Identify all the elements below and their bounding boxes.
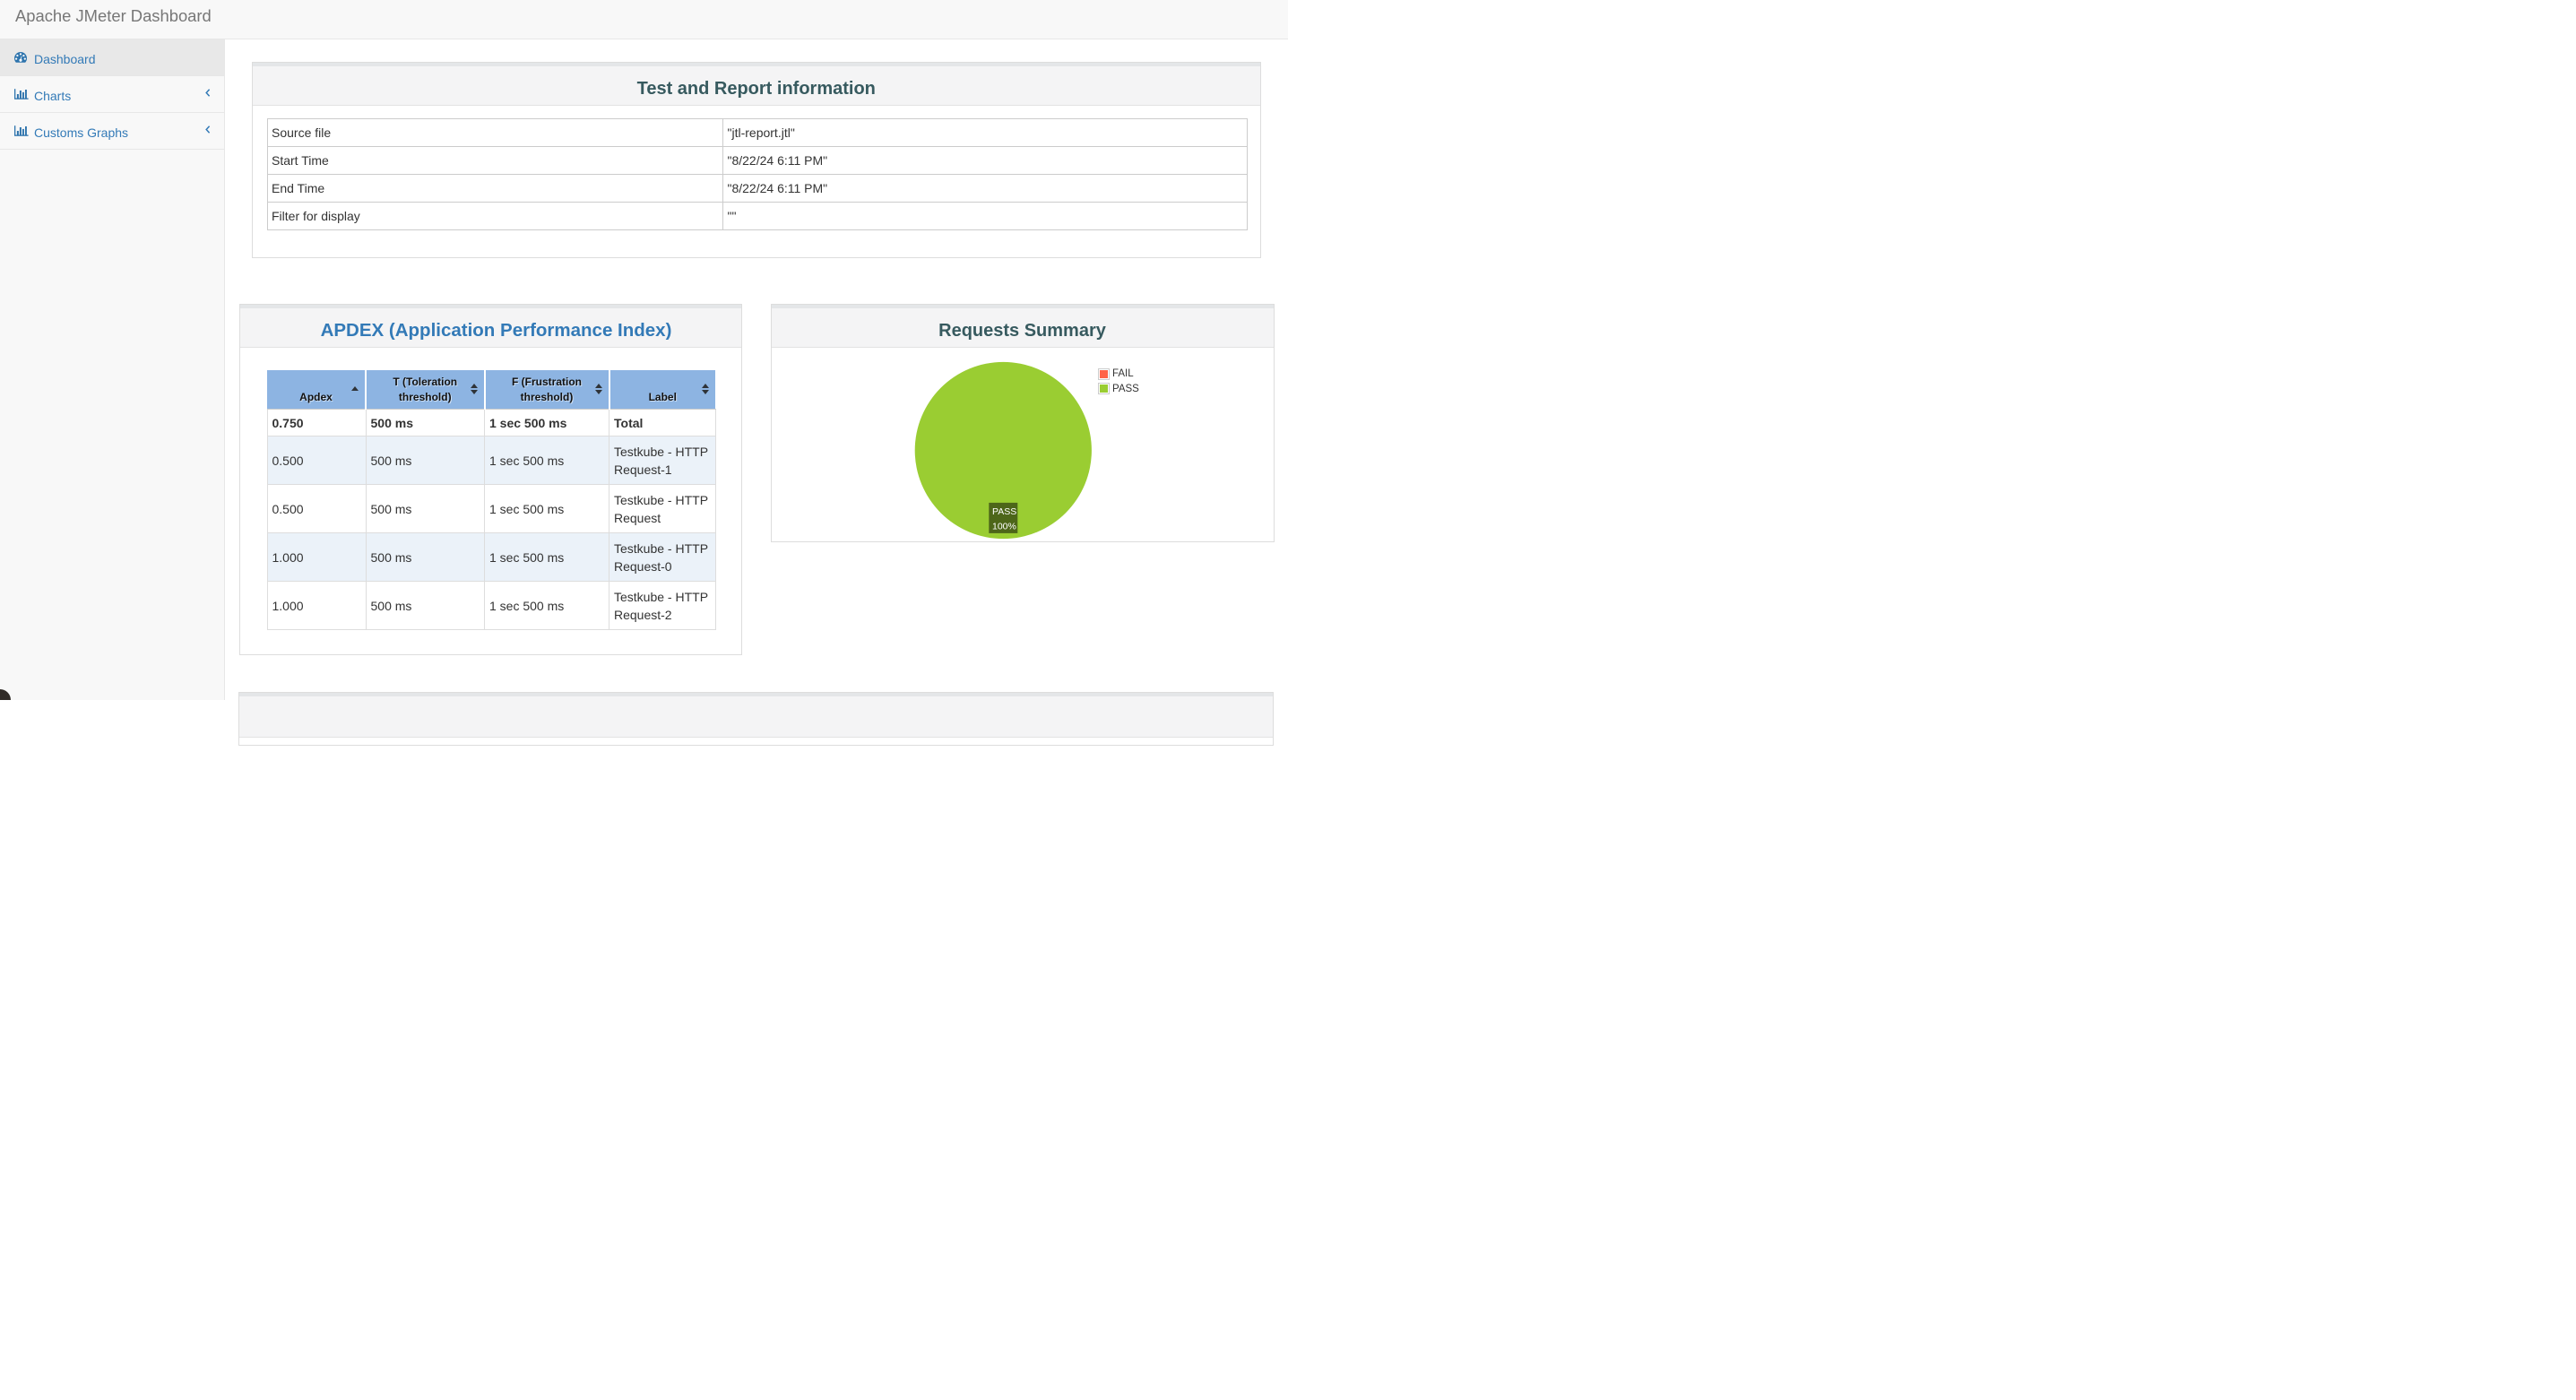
svg-text:PASS: PASS (992, 506, 1016, 517)
svg-text:100%: 100% (992, 521, 1016, 531)
